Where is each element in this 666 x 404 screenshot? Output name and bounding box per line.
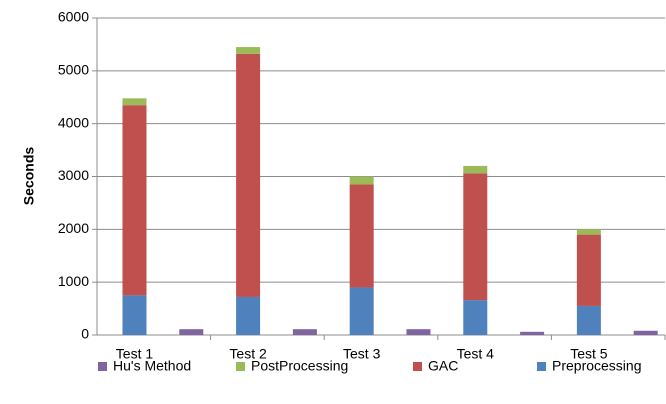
x-tick-label: Test 4 — [457, 346, 495, 362]
legend-label: Preprocessing — [552, 358, 642, 374]
bar-segment — [122, 295, 147, 335]
bar-segment — [576, 305, 601, 335]
bar-segment — [349, 184, 374, 288]
x-tick-label: Test 2 — [229, 346, 267, 362]
y-tick-label: 4000 — [58, 114, 89, 130]
bar-segment — [576, 229, 601, 235]
bar-segment — [576, 234, 601, 306]
bar-segment — [236, 47, 261, 54]
y-axis-label: Seconds — [21, 147, 37, 206]
x-tick-label: Test 3 — [343, 346, 381, 362]
legend-label: GAC — [428, 358, 458, 374]
y-tick-label: 5000 — [58, 62, 89, 78]
legend-swatch — [413, 362, 422, 371]
x-tick-label: Test 5 — [570, 346, 608, 362]
y-tick-label: 0 — [81, 326, 89, 342]
legend-swatch — [236, 362, 245, 371]
bar-segment — [236, 53, 261, 297]
y-tick-label: 2000 — [58, 220, 89, 236]
bar-segment — [122, 105, 147, 296]
bar — [179, 329, 204, 335]
bar-segment — [236, 296, 261, 335]
bar-segment — [122, 98, 147, 106]
bar-segment — [463, 173, 488, 301]
legend-swatch — [98, 362, 107, 371]
legend-swatch — [537, 362, 546, 371]
y-tick-label: 1000 — [58, 273, 89, 289]
bar-segment — [349, 287, 374, 335]
y-tick-label: 3000 — [58, 167, 89, 183]
bar — [292, 329, 317, 335]
bar — [406, 329, 431, 335]
bar — [633, 330, 658, 335]
legend-label: PostProcessing — [251, 358, 348, 374]
legend-label: Hu's Method — [113, 358, 191, 374]
bar-segment — [463, 165, 488, 174]
bar-segment — [463, 300, 488, 335]
y-tick-label: 6000 — [58, 9, 89, 25]
bar — [520, 331, 545, 335]
x-tick-label: Test 1 — [116, 346, 154, 362]
bar-segment — [349, 176, 374, 185]
